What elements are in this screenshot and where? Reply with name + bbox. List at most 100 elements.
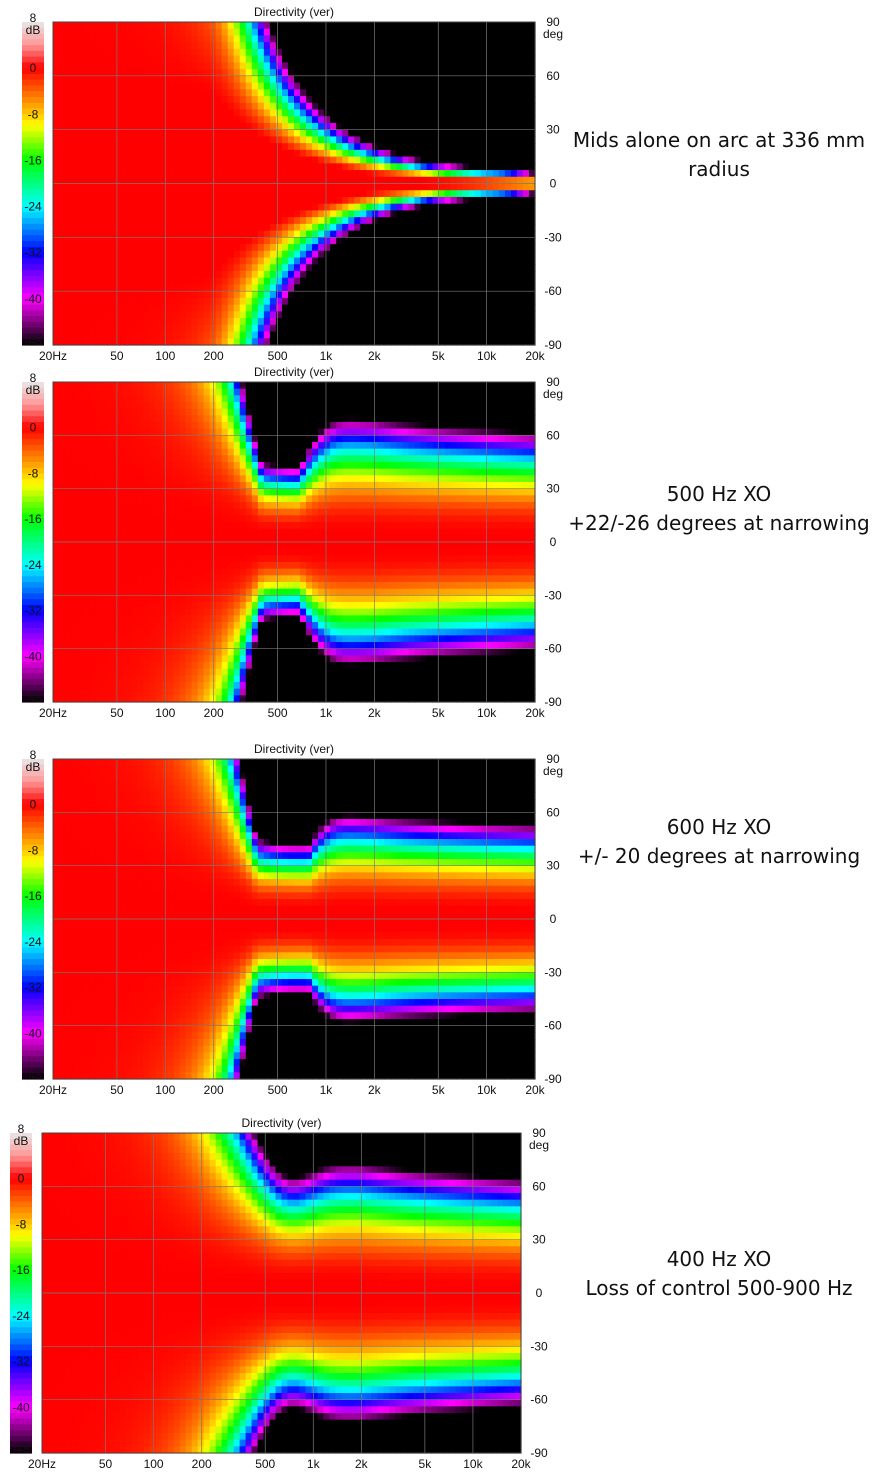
- heatmap-cell: [77, 28, 84, 37]
- heatmap-cell: [251, 311, 259, 319]
- heatmap-cell: [390, 311, 398, 319]
- heatmap-cell: [167, 210, 175, 218]
- heatmap-cell: [83, 331, 90, 339]
- heatmap-cell: [149, 304, 157, 312]
- heatmap-cell: [185, 109, 193, 117]
- heatmap-cell: [77, 695, 84, 703]
- heatmap-cell: [227, 42, 235, 50]
- heatmap-cell: [432, 156, 440, 164]
- heatmap-cell: [119, 109, 126, 117]
- heatmap-cell: [528, 304, 536, 312]
- heatmap-cell: [113, 468, 120, 476]
- heatmap-cell: [203, 136, 211, 144]
- heatmap-cell: [330, 318, 337, 326]
- heatmap-cell: [474, 156, 482, 164]
- heatmap-cell: [281, 237, 289, 245]
- heatmap-cell: [384, 217, 392, 225]
- heatmap-cell: [71, 82, 78, 90]
- heatmap-cell: [167, 635, 175, 643]
- heatmap-cell: [456, 217, 464, 225]
- heatmap-cell: [71, 223, 78, 232]
- heatmap-cell: [450, 156, 458, 164]
- heatmap-cell: [498, 284, 506, 292]
- heatmap-cell: [366, 230, 373, 238]
- heatmap-cell: [137, 143, 144, 151]
- heatmap-cell: [143, 217, 151, 225]
- heatmap-cell: [53, 257, 60, 265]
- heatmap-cell: [444, 264, 452, 272]
- heatmap-cell: [167, 176, 175, 185]
- heatmap-cell: [59, 648, 66, 656]
- heatmap-cell: [366, 55, 373, 63]
- colorbar-swatch: [22, 327, 44, 335]
- heatmap-cell: [131, 48, 138, 57]
- heatmap-cell: [390, 196, 398, 205]
- heatmap-cell: [149, 237, 157, 245]
- heatmap-cell: [227, 163, 235, 171]
- heatmap-cell: [257, 170, 265, 178]
- heatmap-cell: [77, 668, 84, 676]
- heatmap-cell: [281, 196, 289, 205]
- heatmap-cell: [137, 575, 144, 583]
- heatmap-cell: [167, 75, 175, 84]
- heatmap-cell: [221, 129, 229, 137]
- heatmap-cell: [215, 331, 223, 339]
- heatmap-cell: [456, 264, 464, 272]
- heatmap-cell: [378, 75, 385, 84]
- heatmap-cell: [486, 284, 494, 292]
- heatmap-cell: [71, 250, 78, 259]
- heatmap-cell: [378, 284, 385, 292]
- heatmap-cell: [438, 324, 446, 333]
- heatmap-cell: [173, 382, 181, 390]
- heatmap-cell: [390, 62, 398, 70]
- heatmap-cell: [143, 448, 151, 456]
- heatmap-cell: [498, 122, 506, 131]
- heatmap-cell: [269, 264, 277, 272]
- heatmap-cell: [107, 475, 114, 483]
- heatmap-cell: [161, 422, 169, 430]
- heatmap-cell: [402, 297, 410, 306]
- heatmap-cell: [83, 203, 90, 212]
- heatmap-cell: [492, 318, 500, 326]
- heatmap-cell: [173, 495, 181, 503]
- heatmap-cell: [77, 502, 84, 510]
- heatmap-cell: [396, 55, 404, 63]
- heatmap-cell: [360, 28, 367, 37]
- heatmap-cell: [414, 35, 422, 43]
- heatmap-cell: [396, 277, 404, 286]
- heatmap-cell: [113, 435, 120, 443]
- heatmap-cell: [167, 62, 175, 70]
- heatmap-cell: [149, 462, 157, 470]
- heatmap-cell: [131, 455, 138, 463]
- heatmap-cell: [161, 311, 169, 319]
- heatmap-cell: [432, 190, 440, 198]
- heatmap-cell: [263, 129, 271, 137]
- heatmap-cell: [59, 528, 66, 536]
- heatmap-cell: [173, 116, 181, 124]
- heatmap-cell: [161, 522, 169, 530]
- heatmap-cell: [71, 297, 78, 306]
- heatmap-cell: [137, 422, 144, 430]
- heatmap-cell: [173, 143, 181, 151]
- heatmap-cell: [89, 455, 96, 463]
- heatmap-cell: [137, 217, 144, 225]
- heatmap-cell: [215, 223, 223, 232]
- heatmap-cell: [438, 28, 446, 37]
- heatmap-cell: [420, 230, 428, 238]
- heatmap-cell: [318, 129, 325, 137]
- heatmap-cell: [468, 170, 476, 178]
- heatmap-cell: [95, 62, 102, 70]
- heatmap-cell: [209, 244, 217, 252]
- heatmap-cell: [275, 62, 283, 70]
- heatmap-cell: [432, 89, 440, 97]
- heatmap-cell: [233, 237, 241, 245]
- heatmap-cell: [504, 129, 512, 137]
- heatmap-cell: [83, 548, 90, 556]
- heatmap-cell: [137, 682, 144, 690]
- heatmap-cell: [77, 284, 84, 292]
- heatmap-cell: [450, 237, 458, 245]
- heatmap-cell: [354, 69, 361, 77]
- heatmap-cell: [510, 183, 518, 191]
- heatmap-cell: [167, 588, 175, 596]
- heatmap-cell: [89, 428, 96, 436]
